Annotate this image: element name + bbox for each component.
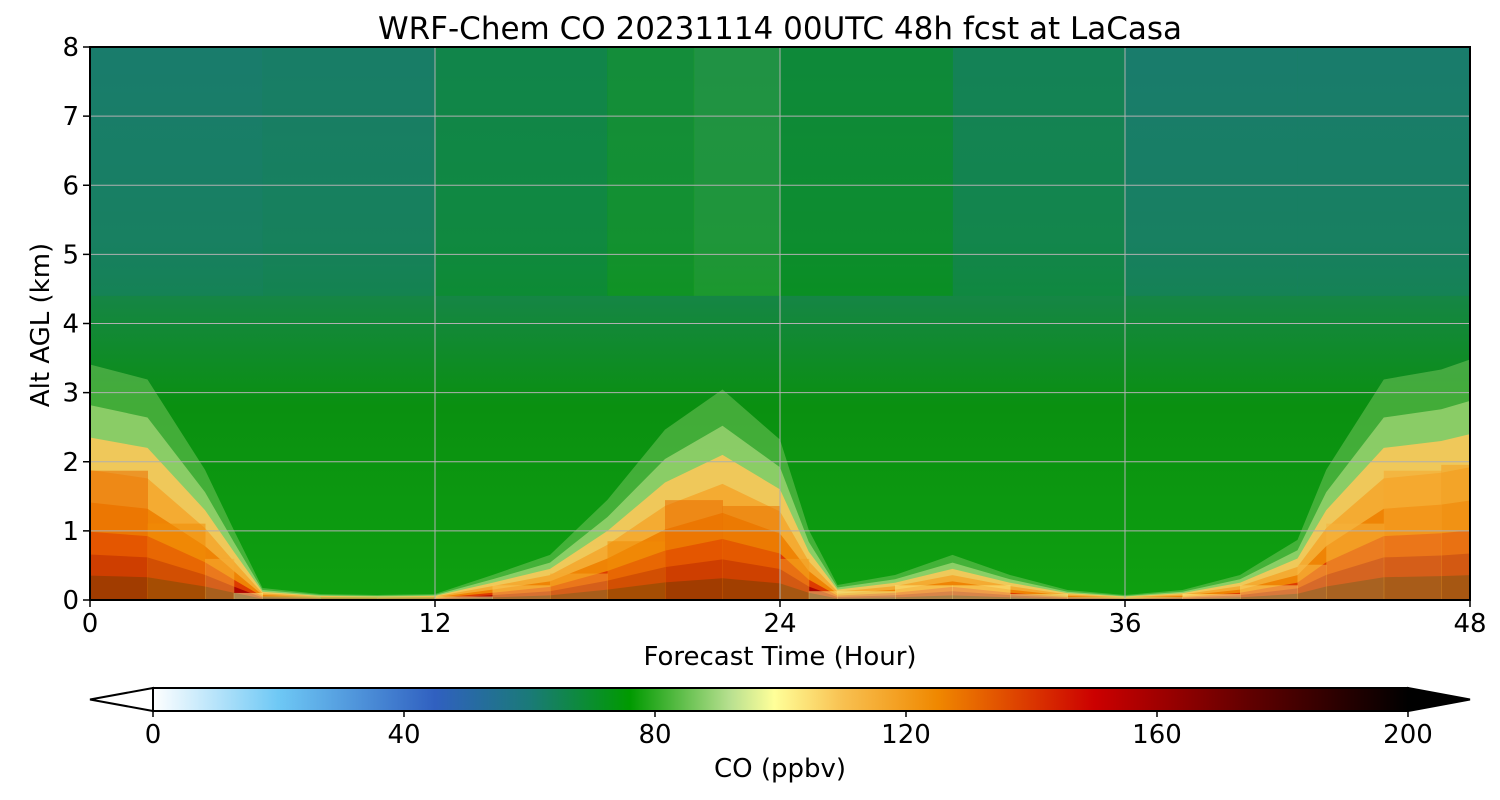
upper-field-segment	[607, 47, 695, 296]
x-axis-label: Forecast Time (Hour)	[643, 642, 916, 672]
y-tick-label: 7	[62, 102, 79, 132]
colorbar-tick-label: 120	[881, 720, 931, 750]
plume-core-segment	[1067, 597, 1126, 600]
x-tick-label: 48	[1453, 609, 1486, 639]
colorbar-low-extend	[89, 686, 154, 713]
colorbar-tick-label: 200	[1383, 720, 1433, 750]
plume-core-segment	[377, 597, 436, 600]
upper-field-segment	[952, 47, 1126, 296]
upper-field-segment	[262, 47, 436, 296]
colorbar: 0 40 80 120 160 200 CO (ppbv)	[89, 686, 1471, 784]
plume-core-segment	[147, 523, 206, 600]
colorbar-gradient	[152, 687, 1409, 712]
upper-field-segment	[435, 47, 608, 296]
plume-core-segment	[722, 505, 781, 600]
plume-core-segment	[837, 591, 896, 600]
colorbar-tick-label: 160	[1132, 720, 1182, 750]
plume-core-segment	[492, 585, 551, 600]
plume-core-segment	[780, 558, 810, 600]
x-tick-label: 0	[82, 609, 99, 639]
plume-core-segment	[550, 573, 608, 600]
plume-core-segment	[90, 470, 148, 600]
plume-core-segment	[808, 591, 838, 600]
plume-core-segment	[1010, 594, 1068, 600]
plume-core-segment	[607, 541, 666, 600]
y-tick-label: 2	[62, 448, 79, 478]
colorbar-high-extend	[1407, 686, 1471, 713]
y-tick-label: 5	[62, 240, 79, 270]
chart-title: WRF-Chem CO 20231114 00UTC 48h fcst at L…	[378, 11, 1182, 47]
plume-core-segment	[1383, 470, 1442, 600]
plume-core-segment	[665, 500, 723, 600]
plume-core-segment	[1125, 597, 1183, 600]
plume-core-segment	[1240, 585, 1298, 600]
plume-core-segment	[205, 558, 235, 600]
colorbar-tick-label: 40	[387, 720, 420, 750]
upper-field-segment	[693, 47, 781, 296]
colorbar-tick-label: 0	[145, 720, 162, 750]
colorbar-tick-label: 80	[638, 720, 671, 750]
plume-core-segment	[233, 592, 263, 600]
x-axis-ticks: 0 12 24 36 48	[82, 600, 1487, 639]
x-tick-label: 24	[763, 609, 796, 639]
y-tick-label: 4	[62, 310, 79, 340]
upper-field-segment	[90, 47, 263, 296]
colorbar-label: CO (ppbv)	[714, 754, 846, 784]
y-tick-label: 3	[62, 379, 79, 409]
y-tick-label: 0	[62, 586, 79, 616]
plume-core-segment	[1182, 594, 1241, 600]
x-tick-label: 12	[418, 609, 451, 639]
y-tick-label: 1	[62, 517, 79, 547]
plume-core-segment	[262, 596, 321, 600]
plume-core-segment	[435, 596, 493, 600]
colorbar-ticks: 0 40 80 120 160 200	[145, 711, 1433, 750]
plume-core-segment	[320, 597, 378, 600]
plume-core-segment	[1441, 464, 1470, 600]
plume-core-segment	[952, 585, 1011, 600]
plume-core-segment	[1297, 564, 1327, 600]
y-tick-label: 6	[62, 171, 79, 201]
y-axis-ticks: 0 1 2 3 4 5 6 7 8	[62, 33, 90, 616]
plume-core-segment	[1326, 523, 1385, 600]
upper-field-segment	[1125, 47, 1298, 296]
upper-field-segment	[780, 47, 953, 296]
plume-core-segment	[895, 585, 953, 600]
x-tick-label: 36	[1108, 609, 1141, 639]
upper-field-segment	[1297, 47, 1470, 296]
y-tick-label: 8	[62, 33, 79, 63]
y-axis-label: Alt AGL (km)	[26, 243, 56, 407]
